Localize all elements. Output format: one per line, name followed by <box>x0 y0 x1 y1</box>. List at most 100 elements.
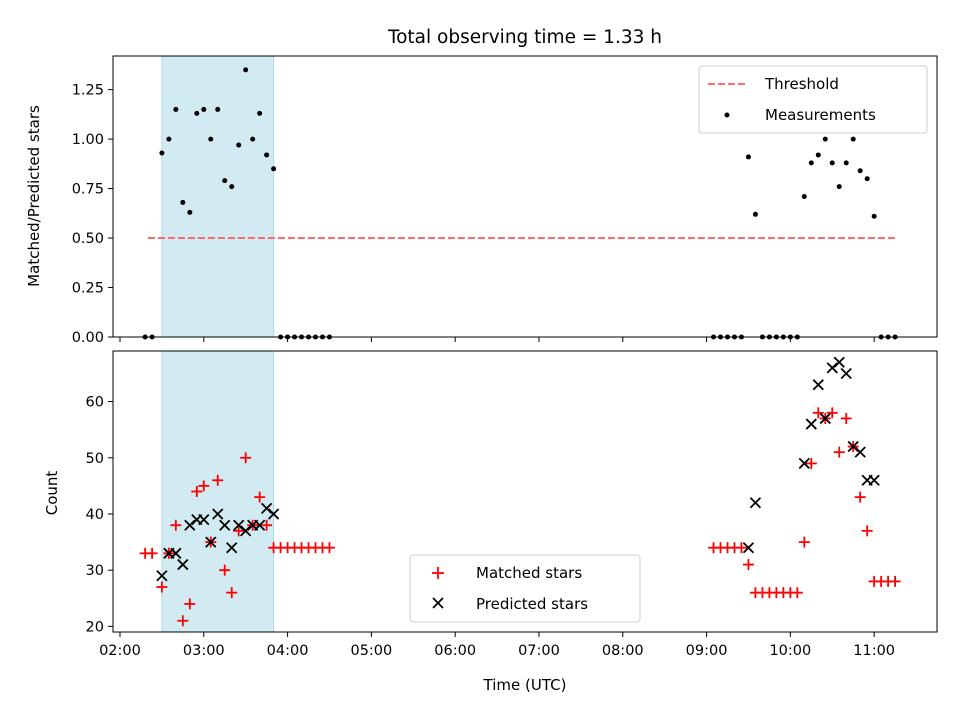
measurement-point <box>173 106 179 112</box>
xtick-label: 03:00 <box>183 643 225 659</box>
matched-star-point <box>198 480 210 492</box>
measurement-point <box>857 168 863 174</box>
xtick-label: 08:00 <box>602 643 644 659</box>
measurement-point <box>815 152 821 158</box>
measurement-point <box>236 142 242 148</box>
legend-matched-label: Matched stars <box>476 564 582 582</box>
top-ytick-label: 0.50 <box>72 231 104 247</box>
matched-star-point <box>323 542 335 554</box>
legend-measurements-label: Measurements <box>765 106 876 124</box>
bottom-ytick-label: 40 <box>86 507 104 523</box>
predicted-star-point <box>847 440 859 453</box>
predicted-star-point <box>812 379 824 391</box>
matched-star-point <box>233 525 245 537</box>
matched-star-point <box>742 559 754 571</box>
predicted-star-point <box>240 525 252 537</box>
top-ytick-label: 0.25 <box>72 281 104 297</box>
measurement-point <box>222 178 228 184</box>
bottom-ytick-label: 20 <box>86 619 104 635</box>
bottom-axes-frame <box>112 350 938 633</box>
bottom-ytick-label: 60 <box>86 395 104 411</box>
matched-star-point <box>812 407 824 419</box>
measurement-point <box>187 209 193 215</box>
top-y-axis: 0.00 0.25 0.50 0.75 1.00 1.25 <box>72 83 113 346</box>
measurement-point <box>822 136 828 142</box>
matched-star-point <box>156 581 168 593</box>
top-ytick-label: 0.00 <box>72 330 104 346</box>
matched-star-point <box>170 519 182 531</box>
top-shaded-span <box>161 55 275 338</box>
xtick-label: 04:00 <box>267 643 309 659</box>
legend-measurements-swatch <box>724 112 730 118</box>
predicted-star-point <box>205 536 217 548</box>
matched-star-point <box>840 412 852 424</box>
predicted-star-point <box>826 362 838 374</box>
measurement-point <box>264 152 270 158</box>
matched-star-point <box>798 536 810 548</box>
top-x-axis <box>119 337 875 342</box>
bottom-plot-area <box>139 350 901 633</box>
predicted-star-point <box>212 508 224 520</box>
predicted-star-point <box>840 367 852 380</box>
measurement-point <box>201 106 207 112</box>
predicted-star-point <box>749 497 762 509</box>
xtick-label: 07:00 <box>518 643 560 659</box>
measurement-point <box>864 176 870 182</box>
measurement-point <box>850 136 856 142</box>
predicted-star-point <box>226 542 238 554</box>
predicted-star-point <box>742 542 755 554</box>
x-axis-label: Time (UTC) <box>483 676 567 694</box>
bottom-y-axis: 20 30 40 50 60 <box>86 395 113 635</box>
top-plot-area <box>142 55 898 340</box>
matched-star-point <box>854 491 866 503</box>
bottom-y-axis-label: Count <box>43 471 61 516</box>
top-legend-frame <box>698 65 928 134</box>
measurement-point <box>208 136 214 142</box>
matched-star-point <box>826 407 838 419</box>
matched-star-point <box>261 519 273 531</box>
measurement-point <box>159 150 165 156</box>
legend-matched-swatch <box>432 567 444 579</box>
predicted-star-point <box>260 502 273 514</box>
xtick-label: 09:00 <box>686 643 728 659</box>
bottom-shaded-span <box>161 350 275 633</box>
predicted-star-point <box>177 558 189 571</box>
top-legend: Threshold Measurements <box>698 65 928 134</box>
bottom-ytick-label: 50 <box>86 451 104 467</box>
xtick-label: 11:00 <box>853 643 895 659</box>
measurement-point <box>808 160 814 166</box>
top-axes-frame <box>112 55 938 338</box>
measurement-point <box>229 184 235 190</box>
chart-title: Total observing time = 1.33 h <box>387 27 662 48</box>
xtick-label: 02:00 <box>99 643 141 659</box>
predicted-star-point <box>184 519 196 531</box>
measurement-point <box>243 67 249 73</box>
predicted-star-point <box>233 519 245 531</box>
legend-predicted-label: Predicted stars <box>476 595 588 613</box>
matched-star-point <box>146 547 158 559</box>
matched-star-point <box>212 474 224 486</box>
measurement-point <box>194 110 200 116</box>
matched-star-point <box>735 542 747 554</box>
predicted-star-point <box>254 519 266 531</box>
bottom-panel: 20 30 40 50 60 02:00 03:00 04:00 05:00 06:00 07:0… <box>43 350 938 694</box>
top-ytick-label: 1.00 <box>72 132 104 148</box>
matched-star-point <box>791 587 803 599</box>
measurement-point <box>801 194 807 199</box>
measurement-point <box>745 154 751 160</box>
top-ytick-label: 0.75 <box>72 182 104 198</box>
matched-star-point <box>240 452 252 464</box>
predicted-star-point <box>219 519 231 531</box>
matched-star-point <box>254 491 266 503</box>
matched-star-point <box>833 446 845 458</box>
measurement-point <box>843 160 849 166</box>
predicted-star-point <box>156 570 168 582</box>
predicted-star-point <box>868 474 880 486</box>
xtick-label: 10:00 <box>769 643 811 659</box>
xtick-label: 05:00 <box>350 643 392 659</box>
legend-threshold-label: Threshold <box>764 75 839 93</box>
predicted-star-point <box>805 418 817 430</box>
top-panel: 0.00 0.25 0.50 0.75 1.00 1.25 Matched/Predict… <box>25 55 938 346</box>
predicted-star-point <box>854 446 866 458</box>
